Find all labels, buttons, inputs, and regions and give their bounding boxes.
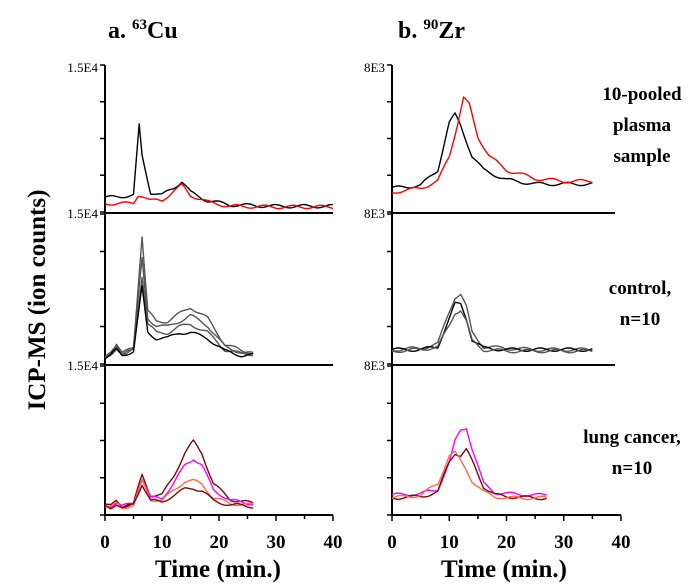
panel-b-x-tick-label: 10	[440, 532, 459, 553]
panel-b-row3-series-3-line	[391, 450, 547, 501]
row-2-annotation: control, n=10	[609, 278, 672, 330]
panel-a-x-tick-label: 30	[267, 532, 286, 553]
row-3-annotation-line: n=10	[612, 458, 652, 479]
panel-b-title-sup: 90	[423, 17, 438, 33]
panel-b-y-tick-label: 8E3	[364, 60, 385, 75]
panel-a-row2-series-1-line	[104, 236, 254, 359]
row-2-annotation-line: control,	[609, 278, 672, 299]
panel-a-title: a. 63Cu	[108, 17, 178, 44]
panel-a-row2-series-2-line	[104, 256, 254, 358]
panel-a-row1-series-1-line	[104, 123, 333, 209]
row-1-annotation: 10-pooled plasma sample	[602, 84, 682, 167]
panel-a-x-tick-label: 20	[210, 532, 229, 553]
panel-b-row2-series-1-line	[391, 293, 593, 352]
panel-b-row2-series-2-line	[391, 301, 593, 352]
row-1-annotation-line: sample	[614, 146, 671, 167]
panel-a-row2-series-4-line	[104, 284, 254, 360]
panel-a-row3-series-4-line	[104, 484, 254, 510]
panel-a-x-axis-label: Time (min.)	[155, 556, 281, 583]
panel-b-row1-series-2-line	[391, 96, 593, 194]
panel-a-row3-series-3-line	[104, 478, 254, 510]
panel-a-y-tick-label: 1.5E4	[67, 206, 98, 221]
panel-a-y-tick-label: 1.5E4	[67, 60, 98, 75]
panel-a: 1.5E4 1.5E4 1.5E4 0 10 20 30 40	[67, 60, 342, 553]
panel-b-row3-series-2-line	[391, 448, 547, 501]
panel-b-x-tick-label: 20	[497, 532, 516, 553]
panel-a-y-tick-label: 1.5E4	[67, 358, 98, 373]
panel-a-x-tick-label: 0	[100, 532, 110, 553]
panel-a-row3-series-2-line	[104, 459, 254, 509]
row-1-annotation-line: plasma	[613, 115, 672, 136]
panel-a-title-element: Cu	[147, 18, 178, 44]
panel-b-x-tick-label: 30	[554, 532, 573, 553]
panel-b: 8E3 8E3 8E3 0 10 20 30 40	[364, 60, 630, 553]
panel-b-title-prefix: b.	[398, 18, 423, 44]
panel-b-x-tick-label: 40	[612, 532, 631, 553]
panel-b-title-element: Zr	[438, 18, 465, 44]
panel-a-x-tick-label: 40	[324, 532, 343, 553]
panel-b-y-tick-label: 8E3	[364, 358, 385, 373]
panel-b-x-tick-label: 0	[387, 532, 397, 553]
row-1-annotation-line: 10-pooled	[602, 84, 682, 105]
panel-a-title-sup: 63	[132, 17, 147, 33]
panel-b-row2-series-3-line	[391, 310, 593, 354]
panel-a-x-tick-label: 10	[153, 532, 172, 553]
panel-b-row3-series-1-line	[391, 428, 547, 497]
panel-a-title-prefix: a.	[108, 18, 132, 44]
panel-b-row1-series-1-line	[391, 112, 593, 189]
panel-b-y-tick-label: 8E3	[364, 206, 385, 221]
panel-b-x-axis-label: Time (min.)	[441, 556, 567, 583]
panel-a-row1-series-2-line	[104, 183, 334, 210]
y-axis-label: ICP-MS (ion counts)	[24, 190, 51, 411]
panel-b-title: b. 90Zr	[398, 17, 465, 44]
row-2-annotation-line: n=10	[620, 309, 660, 330]
row-3-annotation: lung cancer, n=10	[583, 427, 681, 479]
row-3-annotation-line: lung cancer,	[583, 427, 681, 448]
panel-a-row2-series-3-line	[104, 276, 254, 359]
